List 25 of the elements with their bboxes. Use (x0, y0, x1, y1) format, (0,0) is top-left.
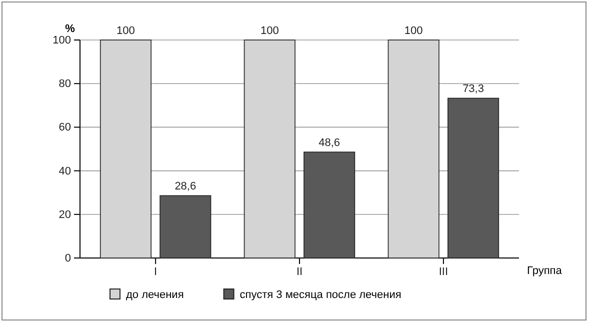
legend-label: до лечения (126, 289, 184, 301)
y-axis-title: % (65, 23, 76, 35)
x-axis-title: Группа (527, 265, 563, 277)
data-label: 100 (404, 25, 423, 37)
y-tick-label: 40 (58, 165, 71, 178)
bar (388, 40, 440, 258)
data-label: 100 (260, 25, 279, 37)
x-tick-label: I (154, 266, 158, 278)
y-tick-label: 60 (58, 122, 71, 134)
data-label: 48,6 (318, 137, 340, 150)
x-tick-label: II (296, 266, 303, 278)
y-tick-label: 0 (64, 252, 71, 265)
data-label: 28,6 (174, 180, 196, 193)
y-tick-label: 20 (58, 208, 71, 221)
legend-label: спустя 3 месяца после лечения (240, 289, 402, 301)
data-label: 100 (116, 25, 135, 37)
x-tick-label: III (438, 266, 448, 278)
y-tick-label: 80 (58, 78, 71, 90)
bar (244, 40, 296, 258)
bar (100, 40, 152, 258)
bar (448, 98, 500, 258)
bar (160, 195, 212, 258)
bar (304, 152, 356, 258)
data-label: 73,3 (462, 83, 484, 96)
y-tick-label: 100 (52, 34, 71, 47)
